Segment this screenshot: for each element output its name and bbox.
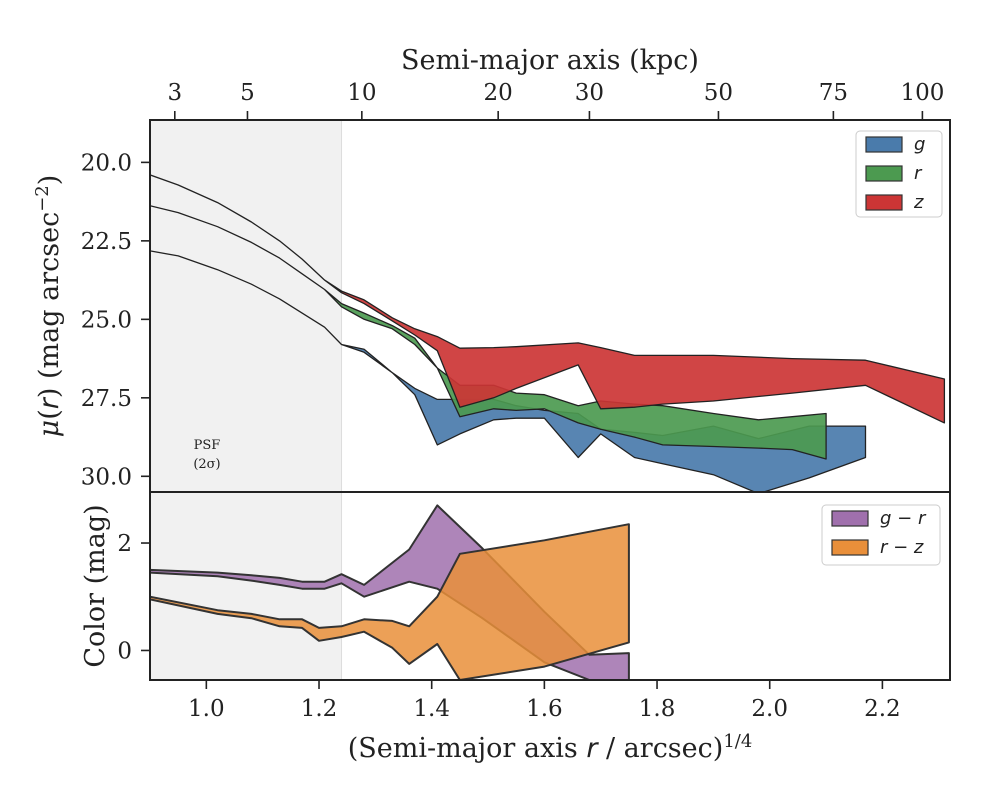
x-tick-label: 1.6 [526,696,563,722]
kpc-tick-label: 75 [819,80,848,106]
sb-y-axis: 20.0 22.5 25.0 27.5 30.0 [81,150,150,490]
sb-series-group [150,174,946,492]
kpc-tick-label: 20 [484,80,513,106]
color-legend-swatch [831,510,869,527]
sb-legend-label: z [913,192,924,213]
sb-y-axis-title: μ(r) (mag arcsec−2) [32,175,66,438]
color-legend: g − r r − z [821,504,941,566]
sb-y-tick-label: 20.0 [81,150,132,176]
sb-legend-swatch [865,165,903,182]
color-legend-swatch [831,539,869,556]
bottom-panel-frame [149,491,951,681]
kpc-tick-label: 100 [900,80,944,106]
kpc-tick-label: 30 [575,80,604,106]
kpc-tick-label: 5 [240,80,255,106]
sb-legend-label: g [914,134,925,155]
x-tick-label: 2.0 [751,696,788,722]
color-legend-label: r − z [880,537,924,558]
x-tick-label: 1.2 [301,696,338,722]
kpc-tick-label: 10 [347,80,376,106]
top-kpc-axis: 3 5 10 20 30 50 75 100 [167,80,944,120]
color-y-axis: 02 [117,531,150,664]
kpc-tick-label: 3 [167,80,182,106]
x-tick-label: 2.2 [864,696,901,722]
top-axis-title: Semi-major axis (kpc) [401,45,699,76]
color-band-r-z [150,523,630,680]
sb-legend: grz [855,130,943,218]
psf-label: PSF [194,438,221,453]
sb-legend-swatch [865,194,903,211]
bottom-x-axis-title: (Semi-major axis r / arcsec)1/4 [348,731,753,765]
x-tick-label: 1.4 [413,696,450,722]
sb-band-r [150,205,827,460]
sb-y-tick-label: 25.0 [81,307,132,333]
color-y-axis-title: Color (mag) [80,504,111,667]
x-tick-label: 1.0 [188,696,225,722]
sb-y-tick-label: 30.0 [81,464,132,490]
sb-legend-label: r [914,163,923,184]
bottom-x-axis: 1.0 1.2 1.4 1.6 1.8 2.0 2.2 [188,680,901,722]
color-series-group [150,504,630,680]
sb-legend-swatch [865,136,903,153]
sb-band-z [150,174,946,424]
color-legend-label: g − r [880,508,927,529]
sb-y-tick-label: 22.5 [81,229,132,255]
kpc-tick-label: 50 [704,80,733,106]
psf-region-top [150,120,342,492]
x-tick-label: 1.8 [639,696,676,722]
color-y-tick-label: 2 [117,531,132,557]
color-y-tick-label: 0 [117,638,132,664]
psf-label-sigma: (2σ) [193,457,220,472]
sb-y-tick-label: 27.5 [81,386,132,412]
